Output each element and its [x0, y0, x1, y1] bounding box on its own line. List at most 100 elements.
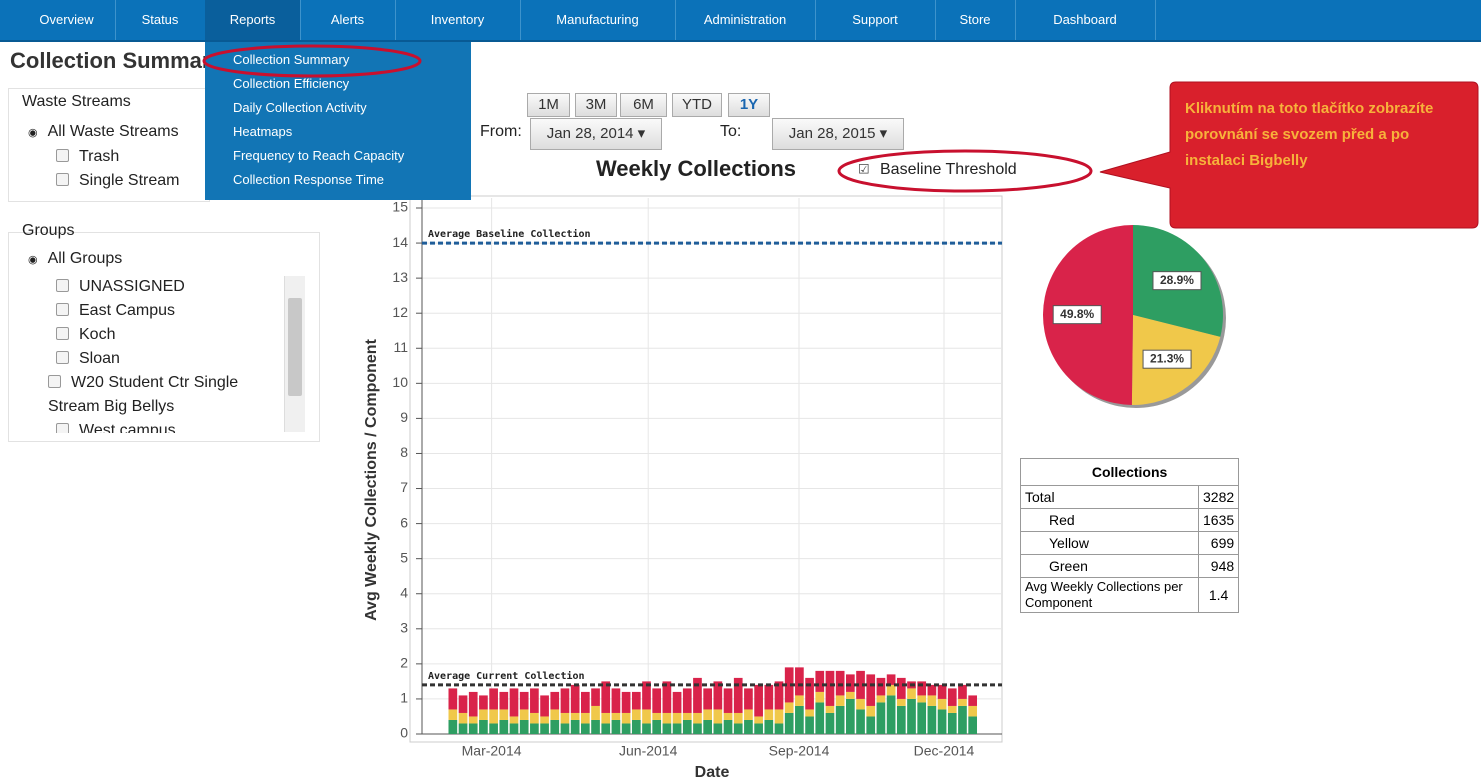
- checkbox-label: East Campus: [79, 302, 176, 319]
- checkbox-row[interactable]: Single Stream: [56, 172, 180, 190]
- bar-segment: [815, 702, 825, 734]
- menu-item[interactable]: Heatmaps: [233, 124, 293, 139]
- table-value: 3282: [1197, 485, 1240, 509]
- range-button[interactable]: 1Y: [728, 93, 770, 117]
- bar-segment: [642, 681, 651, 710]
- menu-item[interactable]: Collection Efficiency: [233, 76, 350, 91]
- bar-segment: [662, 712, 672, 724]
- bar-segment: [795, 695, 804, 706]
- bar-segment: [835, 695, 845, 706]
- range-button[interactable]: 1M: [527, 93, 570, 117]
- range-button[interactable]: 3M: [575, 93, 617, 117]
- bar-segment: [560, 723, 570, 734]
- menu-item[interactable]: Frequency to Reach Capacity: [233, 148, 405, 163]
- bar-segment: [958, 684, 967, 699]
- y-tick-label: 3: [400, 620, 408, 636]
- bar-segment: [448, 688, 458, 710]
- checkbox-row[interactable]: West campus: [56, 419, 281, 433]
- nav-item[interactable]: Manufacturing: [520, 0, 676, 40]
- bar-segment: [652, 719, 662, 734]
- table-row: Total 3282: [1020, 485, 1240, 509]
- bar-segment: [846, 698, 855, 734]
- callout-text: Kliknutím na toto tlačítko zobrazíte por…: [1185, 100, 1434, 169]
- table-row: Collections: [1019, 458, 1240, 486]
- checkbox[interactable]: [56, 149, 69, 162]
- checkbox[interactable]: [48, 375, 61, 388]
- bar-segment: [560, 688, 570, 713]
- to-date[interactable]: Jan 28, 2015 ▾: [772, 118, 904, 150]
- bar-segment: [835, 705, 845, 734]
- bar-segment: [744, 719, 753, 734]
- checkbox-row[interactable]: East Campus: [56, 299, 281, 323]
- bar-segment: [550, 691, 560, 710]
- bar-segment: [856, 698, 865, 710]
- bar-segment: [846, 691, 855, 699]
- bar-segment: [499, 709, 509, 720]
- bar-segment: [601, 723, 611, 734]
- bar-segment: [754, 684, 763, 717]
- nav-item[interactable]: Inventory: [395, 0, 521, 40]
- checkbox[interactable]: [56, 303, 69, 316]
- table-row: Yellow 699: [1020, 531, 1240, 555]
- bar-segment: [509, 723, 519, 734]
- group-list: UNASSIGNED East Campus Koch Sloan W20 Studen…: [48, 275, 306, 433]
- y-tick-label: 15: [392, 199, 408, 215]
- nav-item[interactable]: Store: [935, 0, 1016, 40]
- bar-segment: [642, 709, 651, 724]
- checkbox-row[interactable]: Trash: [56, 148, 119, 166]
- checkbox[interactable]: ☑: [858, 161, 870, 176]
- bar-segment: [540, 723, 549, 734]
- checkbox[interactable]: [56, 279, 69, 292]
- baseline-toggle[interactable]: Baseline Threshold: [880, 161, 1017, 178]
- checkbox[interactable]: [56, 423, 69, 433]
- waste-streams-title: Waste Streams: [22, 93, 131, 110]
- checkbox-row[interactable]: Koch: [56, 323, 281, 347]
- bar-segment: [550, 719, 560, 734]
- pie-label-box: [1152, 271, 1202, 291]
- bar-segment: [530, 712, 539, 724]
- nav-item[interactable]: Reports: [205, 0, 301, 40]
- nav-item[interactable]: Dashboard: [1015, 0, 1156, 40]
- scrollbar[interactable]: [284, 276, 305, 432]
- checkbox[interactable]: [56, 351, 69, 364]
- checkbox[interactable]: [56, 327, 69, 340]
- from-date[interactable]: Jan 28, 2014 ▾: [530, 118, 662, 150]
- radio-all-streams[interactable]: ◉ All Waste Streams: [28, 123, 179, 140]
- nav-item[interactable]: Overview: [18, 0, 116, 40]
- x-tick-label: Jun-2014: [619, 743, 678, 759]
- y-tick-label: 2: [400, 655, 408, 671]
- reference-label: Average Current Collection: [428, 670, 585, 682]
- bar-segment: [846, 674, 855, 692]
- bar-segment: [713, 709, 723, 724]
- range-button[interactable]: 6M: [620, 93, 667, 117]
- bar-segment: [866, 705, 876, 717]
- checkbox[interactable]: [56, 173, 69, 186]
- y-tick-label: 1: [400, 690, 408, 706]
- checkbox-row[interactable]: Sloan: [56, 347, 281, 371]
- reference-label: Average Baseline Collection: [428, 228, 591, 240]
- nav-item[interactable]: Administration: [675, 0, 816, 40]
- collections-table: Collections Total 3282 Red 1635 Yellow 699 Gree…: [1019, 458, 1240, 613]
- menu-item[interactable]: Collection Response Time: [233, 172, 385, 187]
- x-axis-label: Date: [695, 764, 730, 781]
- bar-segment: [509, 716, 519, 724]
- bar-segment: [744, 688, 753, 710]
- bar-segment: [570, 712, 580, 720]
- checkbox-row[interactable]: UNASSIGNED: [56, 275, 281, 299]
- radio-all-groups[interactable]: ◉ All Groups: [28, 250, 123, 267]
- bar-segment: [917, 695, 927, 703]
- menu-item[interactable]: Daily Collection Activity: [233, 100, 367, 115]
- bar-segment: [805, 709, 814, 717]
- nav-item[interactable]: Support: [815, 0, 936, 40]
- menu-item[interactable]: Collection Summary: [233, 52, 350, 67]
- checkbox-label: Koch: [79, 326, 116, 343]
- bar-segment: [713, 681, 723, 710]
- range-button[interactable]: YTD: [672, 93, 722, 117]
- bar-segment: [591, 719, 600, 734]
- nav-item[interactable]: Alerts: [300, 0, 396, 40]
- checkbox-label: W20 Student Ctr Single Stream Big Bellys: [48, 374, 239, 415]
- bar-segment: [519, 709, 529, 720]
- checkbox-row[interactable]: W20 Student Ctr Single Stream Big Bellys: [48, 371, 273, 419]
- pie-label: 49.8%: [1060, 307, 1094, 321]
